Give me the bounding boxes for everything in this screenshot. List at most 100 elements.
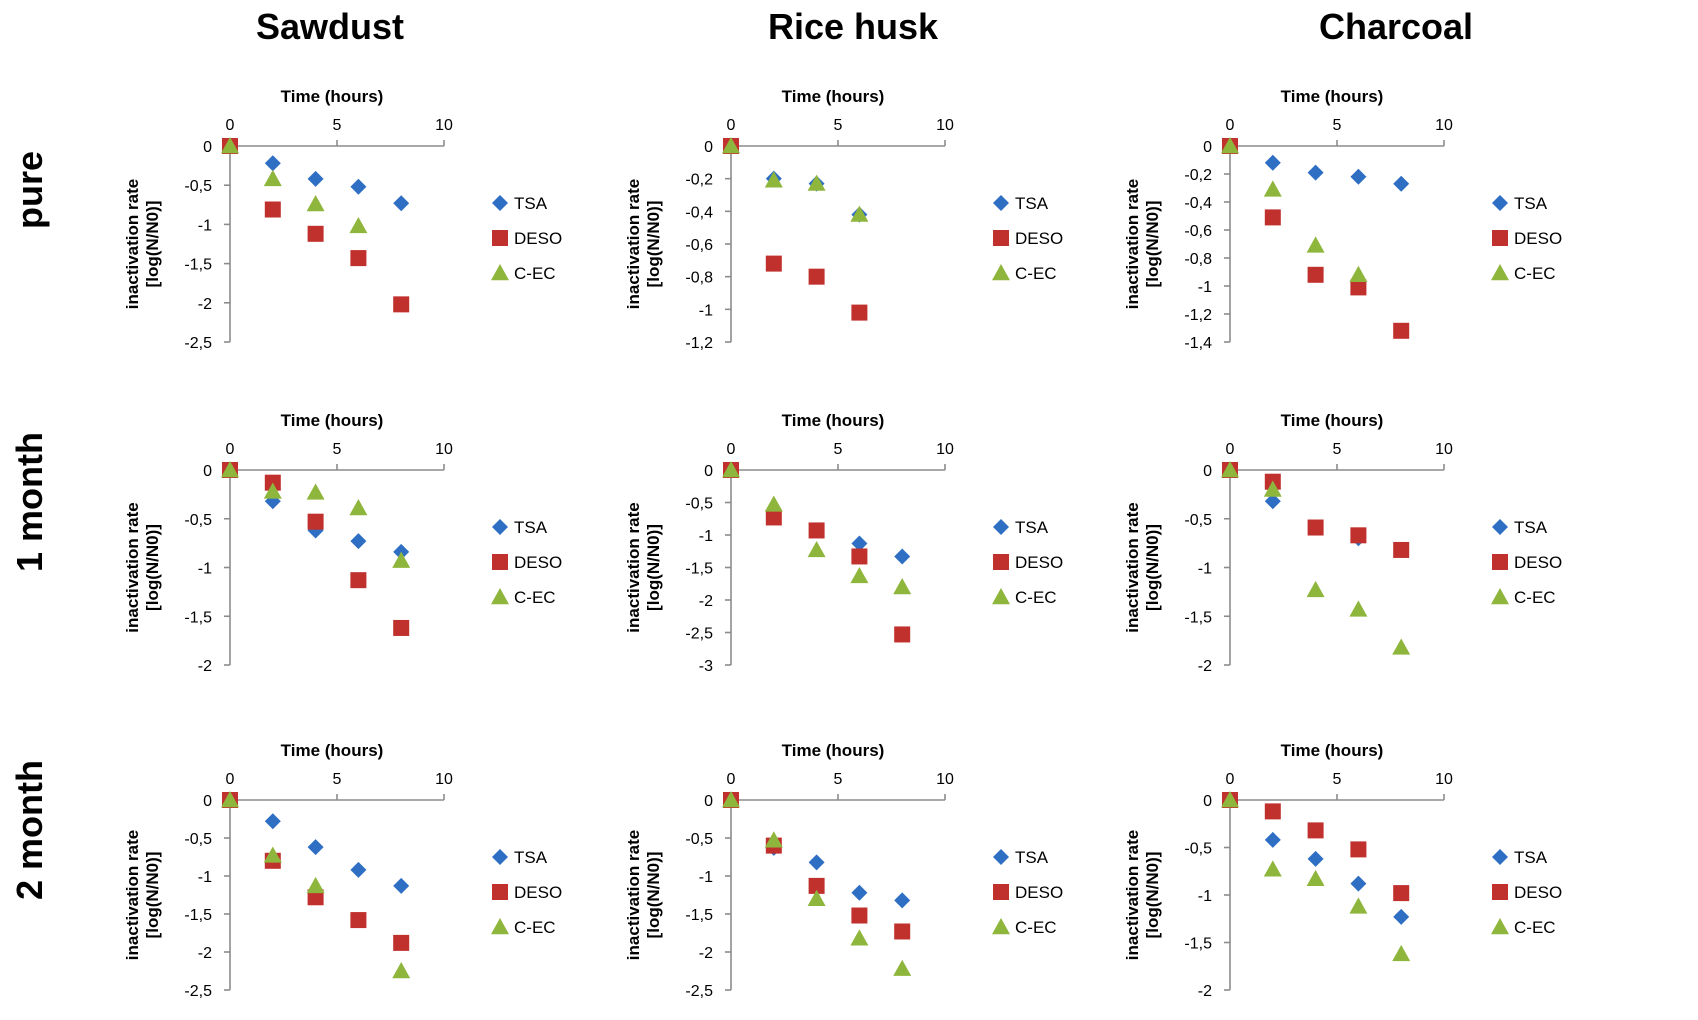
- series-deso: [222, 138, 410, 313]
- x-axis-title: Time (hours): [281, 741, 384, 760]
- series-c-ec: [1221, 137, 1368, 282]
- legend-label-c-ec: C-EC: [514, 918, 556, 937]
- y-axis-title-units: [log(N/N0)]: [644, 524, 663, 611]
- point-tsa: [894, 548, 911, 565]
- column-title-charcoal: Charcoal: [1318, 6, 1474, 47]
- legend-label-deso: DESO: [514, 883, 562, 902]
- series-tsa: [222, 462, 410, 560]
- y-axis-title: inactivation rate: [624, 502, 643, 632]
- y-tick-label: -1: [1198, 279, 1212, 296]
- legend-marker-tsa: [492, 195, 508, 211]
- legend-marker-deso: [492, 884, 508, 900]
- legend-label-tsa: TSA: [514, 848, 548, 867]
- point-c-ec: [306, 483, 325, 500]
- y-tick-label: -1,2: [1184, 307, 1212, 324]
- y-tick-label: -0,4: [685, 204, 713, 221]
- point-c-ec: [893, 959, 912, 976]
- point-c-ec: [722, 137, 740, 154]
- point-deso: [1264, 209, 1281, 226]
- x-tick-label: 0: [1226, 117, 1235, 134]
- point-c-ec: [1221, 137, 1239, 154]
- point-c-ec: [1263, 180, 1282, 197]
- y-tick-label: -1,5: [184, 609, 212, 626]
- chart-sawdust-2-month: 0 5 10 0 -0,5 -1 -1,5 -2 -2,5 Time (hours) inactiv…: [123, 741, 562, 1000]
- legend-marker-c-ec: [992, 264, 1010, 281]
- y-tick-label: -2,5: [685, 626, 713, 643]
- x-axis-title: Time (hours): [782, 741, 885, 760]
- x-axis-title: Time (hours): [1281, 411, 1384, 430]
- row-title-2-month: 2 month: [9, 760, 50, 900]
- y-axis-title: inactivation rate: [123, 830, 142, 960]
- legend-label-c-ec: C-EC: [1514, 588, 1556, 607]
- point-deso: [264, 201, 281, 218]
- series-c-ec: [722, 461, 912, 595]
- x-tick-label: 10: [1435, 771, 1453, 788]
- y-axis-title-units: [log(N/N0)]: [143, 524, 162, 611]
- y-tick-label: -2: [699, 593, 713, 610]
- y-tick-label: -0,2: [685, 172, 713, 189]
- x-tick-label: 0: [226, 117, 235, 134]
- point-tsa: [851, 884, 868, 901]
- y-tick-label: -0,8: [1184, 251, 1212, 268]
- point-c-ec: [306, 876, 325, 894]
- y-tick-label: -0,5: [685, 496, 713, 513]
- y-tick-label: -1,5: [685, 561, 713, 578]
- y-axis-title: inactivation rate: [123, 502, 142, 632]
- point-deso: [1264, 803, 1281, 820]
- legend-marker-tsa: [492, 849, 508, 865]
- legend-label-deso: DESO: [514, 229, 562, 248]
- point-c-ec: [893, 578, 912, 595]
- y-tick-label: -1,4: [1184, 335, 1212, 352]
- x-tick-label: 0: [1226, 441, 1235, 458]
- x-axis-title: Time (hours): [281, 87, 384, 106]
- legend-marker-c-ec: [491, 588, 509, 605]
- chart-sawdust-1-month: 0 5 10 0 -0,5 -1 -1,5 -2 Time (hours) inactivatio…: [123, 411, 562, 675]
- point-c-ec: [392, 962, 411, 979]
- legend-marker-c-ec: [491, 264, 509, 281]
- legend-marker-tsa: [1492, 195, 1508, 211]
- x-tick-label: 5: [834, 117, 843, 134]
- y-axis-title: inactivation rate: [1123, 502, 1142, 632]
- legend-label-c-ec: C-EC: [1015, 588, 1057, 607]
- point-deso: [307, 225, 324, 242]
- point-deso: [393, 296, 410, 313]
- legend-label-deso: DESO: [1514, 553, 1562, 572]
- legend-label-tsa: TSA: [514, 194, 548, 213]
- point-c-ec: [1392, 638, 1411, 655]
- y-axis-title: inactivation rate: [624, 830, 643, 960]
- x-tick-label: 5: [333, 117, 342, 134]
- series-deso: [222, 462, 410, 636]
- legend: TSA DESO C-EC: [1491, 518, 1562, 607]
- series-tsa: [1222, 462, 1367, 547]
- point-c-ec: [764, 171, 783, 188]
- y-tick-label: -0,5: [184, 831, 212, 848]
- point-deso: [393, 619, 410, 636]
- legend-marker-tsa: [993, 849, 1009, 865]
- point-deso: [1307, 266, 1324, 283]
- point-tsa: [894, 892, 911, 909]
- point-c-ec: [221, 791, 239, 808]
- y-tick-label: -2,5: [184, 335, 212, 352]
- y-tick-label: -1: [1198, 888, 1212, 905]
- series-c-ec: [221, 461, 411, 568]
- point-deso: [851, 907, 868, 924]
- x-tick-label: 10: [936, 771, 954, 788]
- y-tick-label: -0,2: [1184, 167, 1212, 184]
- point-tsa: [1264, 493, 1281, 510]
- point-c-ec: [850, 929, 869, 946]
- legend-label-c-ec: C-EC: [1015, 264, 1057, 283]
- y-tick-label: -0,5: [1184, 841, 1212, 858]
- point-deso: [1350, 841, 1367, 858]
- column-title-rice-husk: Rice husk: [767, 6, 939, 47]
- legend-label-c-ec: C-EC: [514, 588, 556, 607]
- x-tick-label: 5: [1333, 117, 1342, 134]
- chart-rice-husk-pure: 0 5 10 0 -0,2 -0,4 -0,6 -0,8 -1 -1,2 Time (hours) i…: [624, 87, 1063, 352]
- point-c-ec: [1221, 461, 1239, 478]
- point-c-ec: [1306, 580, 1325, 598]
- series-c-ec: [1221, 461, 1411, 655]
- x-tick-label: 10: [1435, 117, 1453, 134]
- point-c-ec: [722, 461, 740, 478]
- x-tick-label: 0: [727, 771, 736, 788]
- legend-marker-deso: [1492, 230, 1508, 246]
- series-deso: [222, 792, 410, 951]
